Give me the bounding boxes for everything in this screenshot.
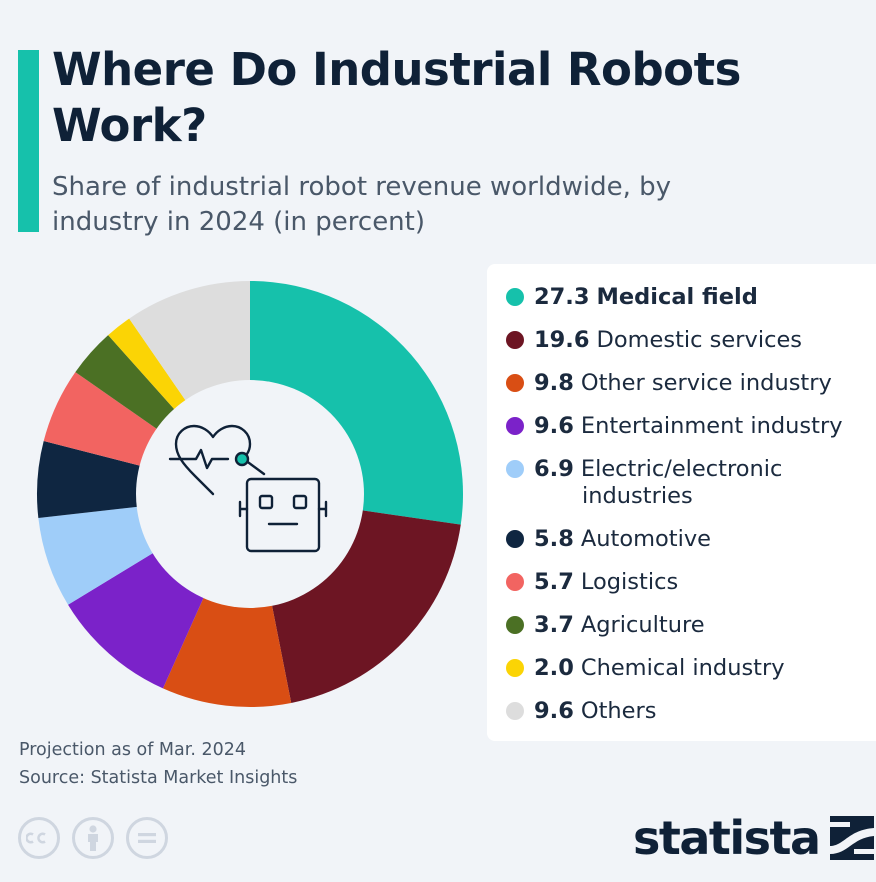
statista-wordmark: statista (633, 811, 821, 865)
legend-swatch (506, 616, 524, 634)
robot-heart-icon (168, 424, 328, 553)
legend-item: 5.8 Automotive (506, 526, 876, 553)
donut-hole (136, 380, 364, 608)
legend-swatch (506, 374, 524, 392)
legend-item: 2.0 Chemical industry (506, 655, 876, 682)
legend: 27.3 Medical field 19.6 Domestic services 9.… (487, 264, 876, 741)
attribution-icon[interactable] (72, 817, 114, 859)
legend-label: Medical field (596, 284, 758, 310)
legend-value: 19.6 (534, 327, 590, 353)
legend-value: 27.3 (534, 284, 590, 310)
legend-item: 27.3 Medical field (506, 284, 876, 311)
no-derivatives-icon[interactable] (126, 817, 168, 859)
legend-value: 5.8 (534, 526, 574, 552)
legend-swatch (506, 702, 524, 720)
legend-value: 9.6 (534, 698, 574, 724)
legend-value: 9.6 (534, 413, 574, 439)
legend-value: 2.0 (534, 655, 574, 681)
legend-swatch (506, 288, 524, 306)
legend-label: Logistics (580, 569, 679, 595)
legend-item: 19.6 Domestic services (506, 327, 876, 354)
legend-value: 6.9 (534, 456, 574, 482)
statista-logo[interactable]: statista (633, 809, 874, 867)
legend-swatch (506, 530, 524, 548)
donut-chart (36, 281, 464, 707)
legend-item: 9.6 Entertainment industry (506, 413, 876, 440)
legend-label: Automotive (580, 526, 712, 552)
projection-note: Projection as of Mar. 2024 (19, 740, 247, 760)
legend-swatch (506, 331, 524, 349)
legend-swatch (506, 573, 524, 591)
legend-label: Entertainment industry (580, 413, 843, 439)
legend-label: Agriculture (580, 612, 705, 638)
legend-label: Chemical industry (580, 655, 785, 681)
legend-label: Electric/electronic (580, 456, 783, 482)
chart-title: Where Do Industrial Robots Work? (52, 43, 741, 152)
legend-value: 3.7 (534, 612, 574, 638)
legend-item: 9.6 Others (506, 698, 876, 725)
legend-swatch (506, 460, 524, 478)
legend-swatch (506, 417, 524, 435)
legend-item: 9.8 Other service industry (506, 370, 876, 397)
legend-item: 3.7 Agriculture (506, 612, 876, 639)
legend-label: Others (580, 698, 657, 724)
legend-item: 5.7 Logistics (506, 569, 876, 596)
legend-label-continued: industries (582, 483, 693, 509)
cc-icon[interactable] (18, 817, 60, 859)
chart-subtitle: Share of industrial robot revenue worldw… (52, 172, 671, 237)
legend-value: 9.8 (534, 370, 574, 396)
source-note: Source: Statista Market Insights (19, 768, 298, 788)
accent-bar (18, 50, 39, 232)
legend-label: Domestic services (596, 327, 803, 353)
statista-mark-icon (829, 816, 874, 860)
license-icons (18, 817, 168, 859)
legend-item: 6.9 Electric/electronic industries (506, 456, 876, 510)
legend-value: 5.7 (534, 569, 574, 595)
legend-swatch (506, 659, 524, 677)
legend-label: Other service industry (580, 370, 832, 396)
